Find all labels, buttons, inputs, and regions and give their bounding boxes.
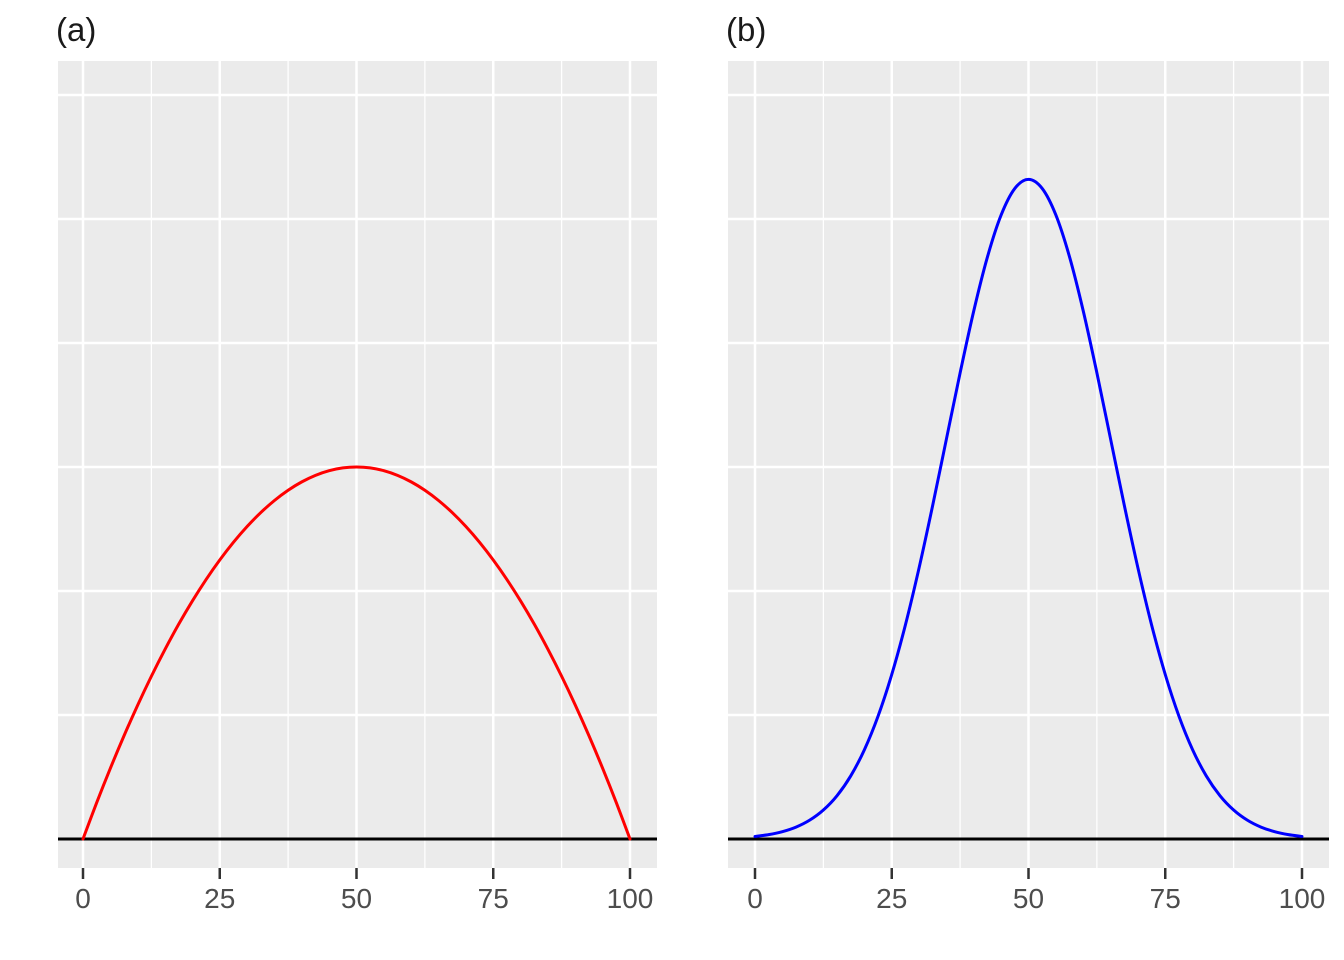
density-curve-symmetric-beta-density	[81, 465, 632, 841]
density-curve-normal-density-mean50-sd15	[753, 177, 1304, 838]
panel-tag-b: (b)	[726, 11, 767, 48]
panel-tag-a: (a)	[56, 11, 97, 48]
x-tick-label: 25	[204, 883, 235, 914]
x-tick-label: 75	[478, 883, 509, 914]
x-tick-label: 50	[1013, 883, 1044, 914]
x-tick-label: 0	[75, 883, 91, 914]
x-tick-label: 100	[607, 883, 654, 914]
plot-panel-a: 0 25 50 75 100	[58, 61, 657, 914]
x-tick-label: 25	[876, 883, 907, 914]
x-tick-label: 100	[1279, 883, 1326, 914]
x-tick-label: 75	[1150, 883, 1181, 914]
x-tick-label: 0	[747, 883, 763, 914]
plot-panel-b: 0 25 50 75 100	[728, 61, 1329, 914]
x-tick-label: 50	[341, 883, 372, 914]
